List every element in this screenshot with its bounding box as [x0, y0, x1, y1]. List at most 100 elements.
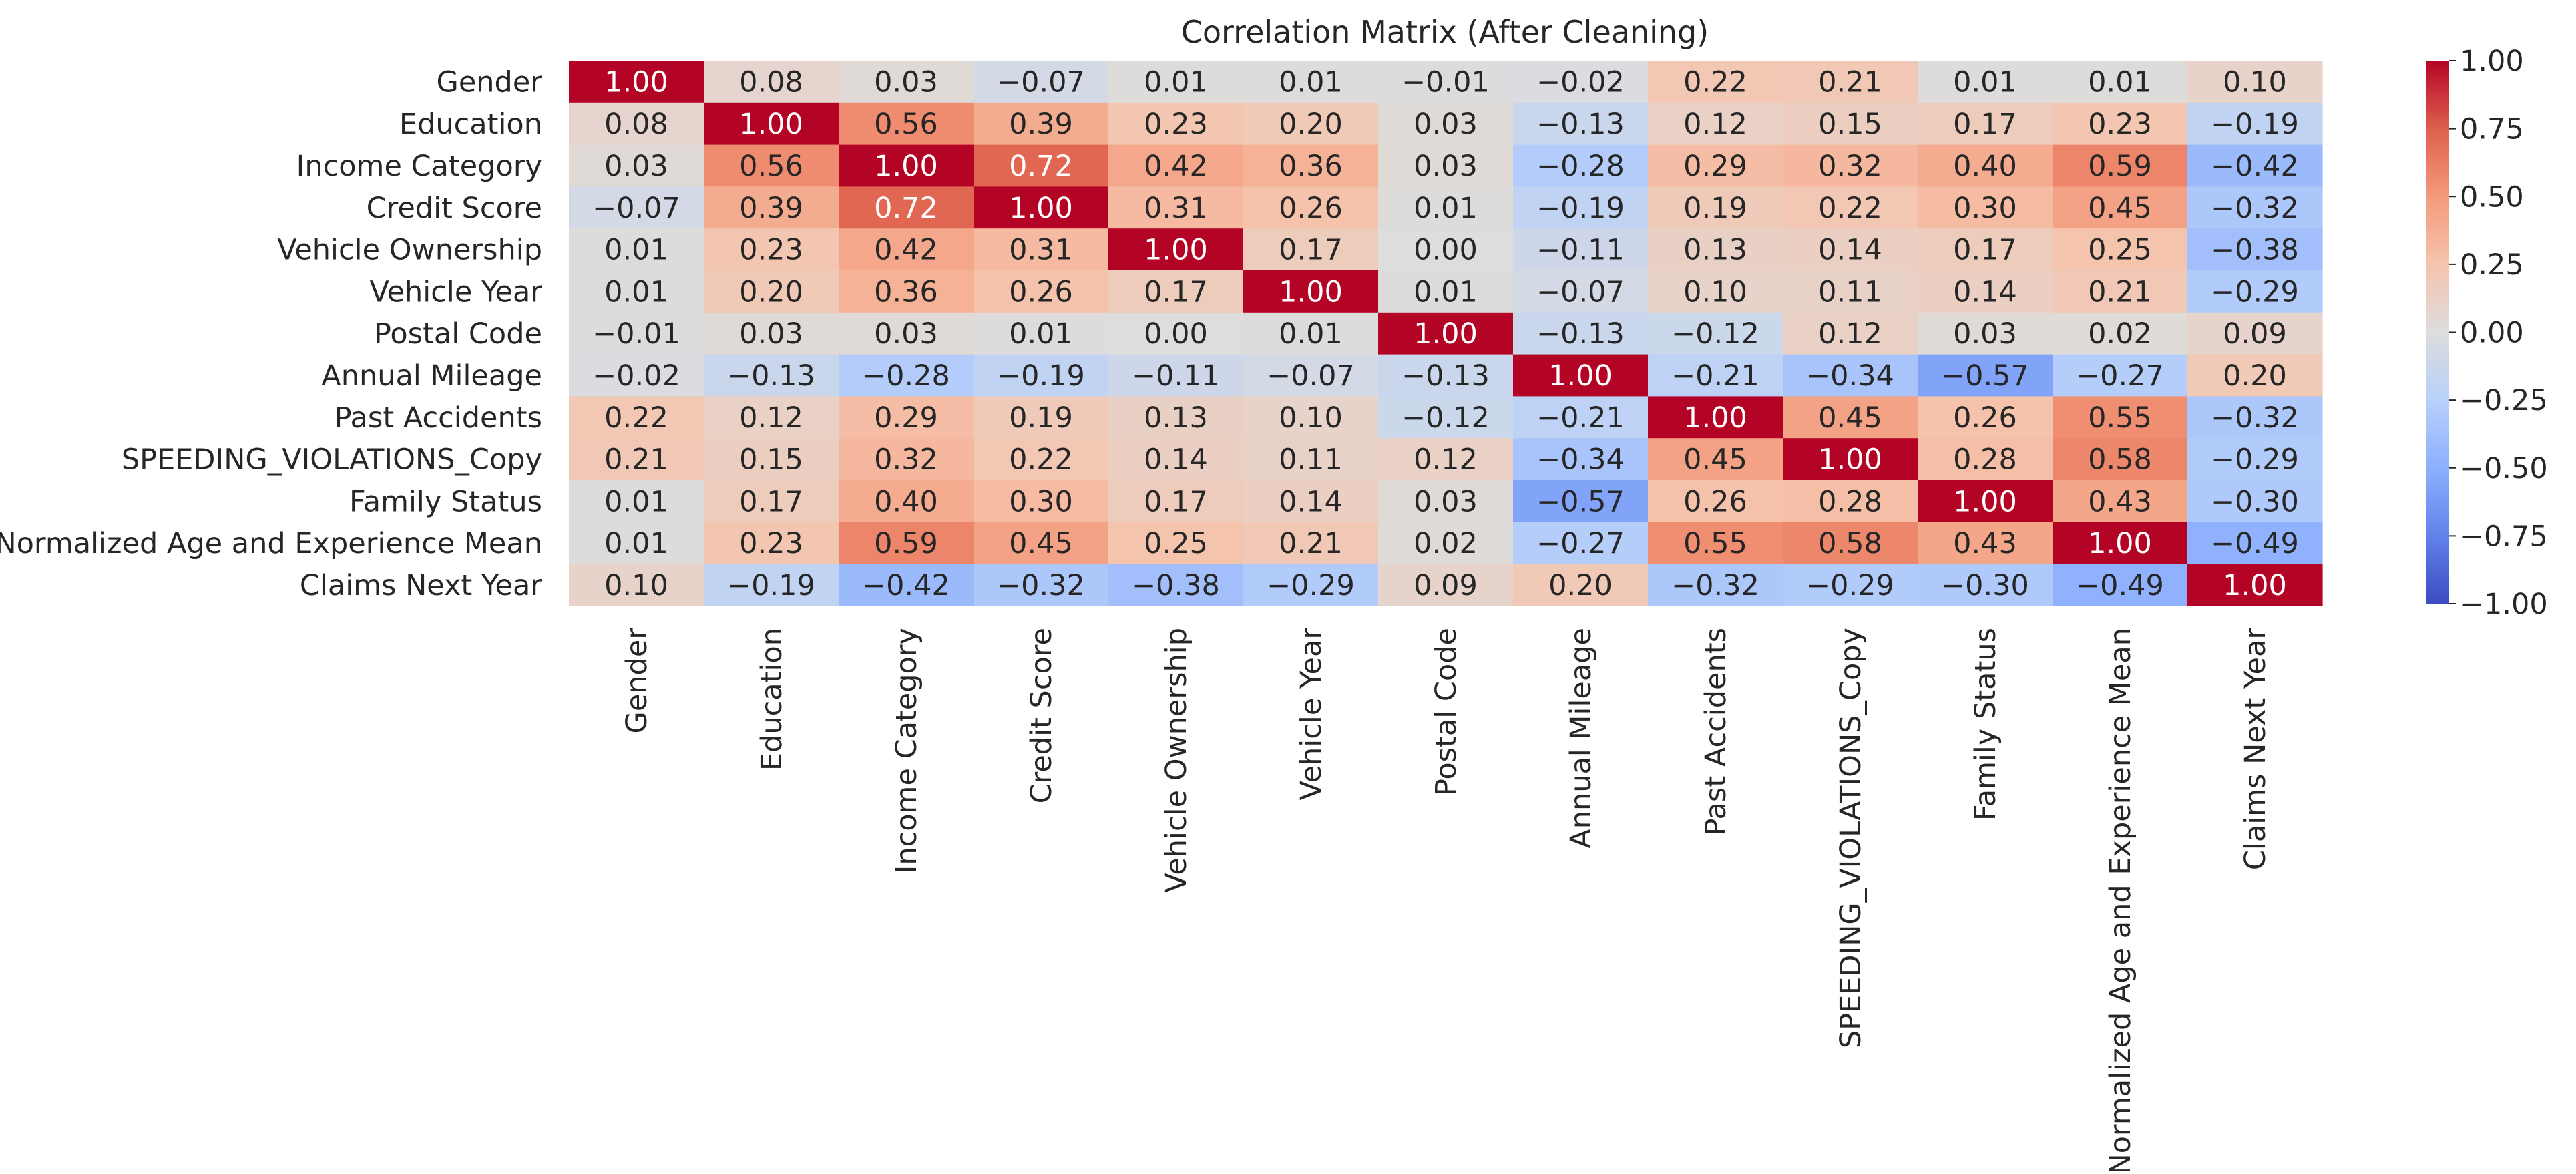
heatmap-cell [1648, 564, 1783, 606]
heatmap-cell [1513, 102, 1649, 146]
cell-value-label: 0.17 [1279, 234, 1343, 267]
heatmap-cell [2187, 480, 2323, 523]
heatmap-cell [704, 480, 839, 523]
cell-value-label: 0.42 [874, 234, 938, 267]
heatmap-cell [1108, 186, 1244, 229]
heatmap-cell [1918, 396, 2053, 439]
heatmap-cell [2187, 564, 2323, 606]
cell-value-label: 0.28 [1818, 485, 1882, 518]
heatmap-cell [839, 396, 974, 439]
heatmap-cell [1648, 396, 1783, 439]
cell-value-label: 0.02 [1414, 527, 1478, 560]
cell-value-label: 0.30 [1953, 192, 2017, 225]
cell-value-label: 0.58 [1818, 527, 1882, 560]
cell-value-label: 0.00 [1144, 317, 1208, 351]
cell-value-label: 0.08 [739, 65, 803, 99]
heatmap-cell [2053, 564, 2188, 606]
heatmap-cell [1783, 438, 1918, 481]
heatmap-cell [2053, 396, 2188, 439]
heatmap-cell [1648, 522, 1783, 565]
cell-value-label: 0.21 [1279, 527, 1343, 560]
heatmap-cell [1648, 438, 1783, 481]
column-labels: Gender Education Income Category Credit Sco… [620, 628, 2272, 1174]
cell-value-label: 0.17 [1144, 485, 1208, 518]
heatmap-cell [704, 438, 839, 481]
heatmap-cell [1108, 438, 1244, 481]
cell-value-label: −0.28 [1536, 150, 1625, 183]
heatmap-cell [974, 228, 1109, 271]
cell-value-label: 0.03 [604, 150, 668, 183]
cell-value-label: 0.14 [1279, 485, 1343, 518]
cell-value-label: 0.17 [1953, 234, 2017, 267]
cell-value-label: 0.59 [2088, 150, 2152, 183]
cell-value-label: 0.03 [1414, 108, 1478, 141]
cell-value-label: 0.26 [1279, 192, 1343, 225]
cell-value-label: 0.45 [1683, 443, 1747, 477]
column-label-normalized-age-and-experience-mean: Normalized Age and Experience Mean [2104, 628, 2137, 1171]
heatmap-cell [839, 186, 974, 229]
heatmap-cell [1243, 522, 1379, 565]
heatmap-cell [1378, 102, 1514, 146]
cell-value-label: 0.03 [739, 317, 803, 351]
cell-value-label: 0.45 [2088, 192, 2152, 225]
cell-value-label: 0.14 [1144, 443, 1208, 477]
heatmap-cell [569, 228, 704, 271]
cell-value-label: 0.26 [1009, 275, 1073, 309]
heatmap-cell [1648, 61, 1783, 104]
heatmap-cell [1243, 480, 1379, 523]
cell-value-label: 1.00 [1548, 359, 1613, 393]
cell-value-label: 0.59 [874, 527, 938, 560]
cell-value-label: 0.10 [1279, 401, 1343, 435]
heatmap-cell [1513, 438, 1649, 481]
heatmap-cell [1378, 144, 1514, 187]
row-label-postal-code: Postal Code [374, 317, 542, 351]
cell-value-label: −0.27 [2076, 359, 2164, 393]
heatmap-cell [2053, 61, 2188, 104]
colorbar-tick-label: −0.50 [2460, 452, 2548, 485]
heatmap-cell [1243, 438, 1379, 481]
cell-value-label: −0.30 [2211, 485, 2299, 518]
heatmap-cell [1243, 564, 1379, 606]
cell-value-label: 0.03 [1953, 317, 2017, 351]
cell-value-label: 0.10 [1683, 275, 1747, 309]
column-label-postal-code: Postal Code [1430, 628, 1463, 796]
heatmap-cell [974, 522, 1109, 565]
cell-value-label: 0.01 [1144, 65, 1208, 99]
cell-value-label: 0.23 [739, 234, 803, 267]
cell-value-label: 1.00 [2223, 569, 2287, 602]
heatmap-cell [569, 354, 704, 397]
heatmap-cell [1243, 270, 1379, 313]
cell-value-label: 0.19 [1009, 401, 1073, 435]
cell-value-label: 0.20 [1548, 569, 1613, 602]
cell-value-label: 0.36 [874, 275, 938, 309]
heatmap-cell [1918, 144, 2053, 187]
heatmap-cell [2053, 102, 2188, 146]
cell-value-label: 0.20 [739, 275, 803, 309]
heatmap-cell [839, 438, 974, 481]
heatmap-cell [1243, 61, 1379, 104]
heatmap-cell [1378, 61, 1514, 104]
heatmap-cell [1378, 186, 1514, 229]
cell-value-label: 0.40 [1953, 150, 2017, 183]
row-label-family-status: Family Status [349, 485, 542, 518]
cell-value-label: −0.21 [1671, 359, 1759, 393]
heatmap-cell [569, 186, 704, 229]
heatmap-cell [704, 61, 839, 104]
cell-value-label: −0.13 [1402, 359, 1490, 393]
heatmap-cell [1513, 396, 1649, 439]
heatmap-cell [1513, 312, 1649, 355]
heatmap-cell [569, 564, 704, 606]
cell-value-label: 0.39 [739, 192, 803, 225]
heatmap-cell [2053, 438, 2188, 481]
heatmap-cell [704, 312, 839, 355]
cell-value-label: 0.22 [1009, 443, 1073, 477]
row-label-credit-score: Credit Score [367, 192, 542, 225]
heatmap-cell [1108, 564, 1244, 606]
heatmap-cell [1513, 61, 1649, 104]
heatmap-cell [569, 312, 704, 355]
heatmap-cell [974, 144, 1109, 187]
heatmap-cell [569, 61, 704, 104]
column-label-income-category: Income Category [890, 628, 923, 873]
colorbar-tick-label: −0.25 [2460, 384, 2548, 417]
